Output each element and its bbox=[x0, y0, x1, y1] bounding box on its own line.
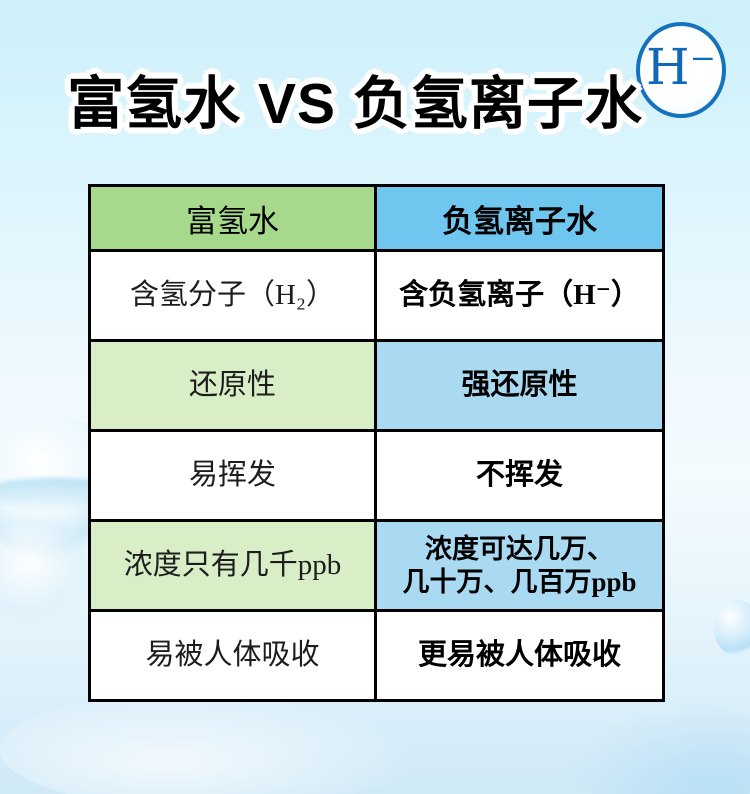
table-cell: 含负氢离子（H⁻） bbox=[399, 279, 640, 312]
water-bubble-decoration bbox=[0, 520, 100, 640]
table-cell: 浓度可达几万、 几十万、几百万ppb bbox=[377, 522, 662, 609]
corner-tint-decoration bbox=[560, 700, 750, 794]
glow-decoration bbox=[0, 690, 420, 794]
table-row: 易挥发 不挥发 bbox=[91, 429, 662, 519]
table-row: 还原性 强还原性 bbox=[91, 339, 662, 429]
table-cell: 强还原性 bbox=[377, 342, 662, 429]
table-cell: 易挥发 bbox=[91, 432, 377, 519]
column-header-hydride-ion-water: 负氢离子水 bbox=[377, 187, 662, 249]
table-header-row: 富氢水 负氢离子水 bbox=[91, 187, 662, 249]
hydride-ion-symbol: H⁻ bbox=[646, 38, 716, 96]
table-row: 易被人体吸收 更易被人体吸收 bbox=[91, 609, 662, 699]
table-row: 浓度只有几千ppb 浓度可达几万、 几十万、几百万ppb bbox=[91, 519, 662, 609]
hydride-ion-badge-icon: H⁻ bbox=[636, 22, 726, 118]
table-cell: 浓度只有几千ppb bbox=[91, 522, 377, 609]
table-cell: 还原性 bbox=[91, 342, 377, 429]
table-cell: 不挥发 bbox=[475, 459, 563, 492]
page-title: 富氢水 VS 负氢离子水 bbox=[67, 72, 643, 136]
table-cell: 易被人体吸收 bbox=[91, 612, 377, 699]
table-row: 含氢分子（H₂） 含负氢离子（H⁻） bbox=[91, 249, 662, 339]
column-header-hydrogen-rich-water: 富氢水 bbox=[91, 187, 377, 249]
table-cell: 更易被人体吸收 bbox=[417, 639, 621, 672]
table-cell: 含氢分子（H₂） bbox=[91, 252, 377, 339]
comparison-table: 富氢水 负氢离子水 含氢分子（H₂） 含负氢离子（H⁻） 还原性 强还原性 易挥… bbox=[88, 184, 665, 702]
water-droplet-decoration bbox=[714, 600, 750, 656]
